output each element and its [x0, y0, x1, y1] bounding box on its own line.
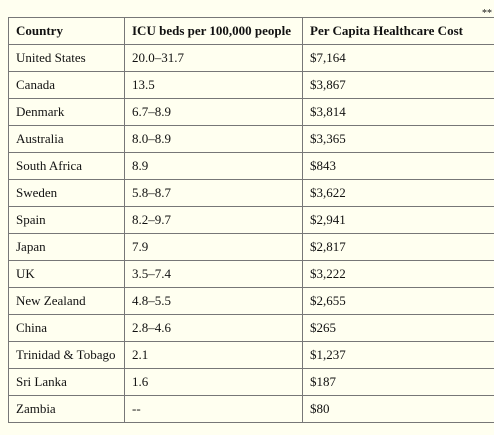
header-healthcare-cost-label: Per Capita Healthcare Cost [310, 23, 463, 38]
cell-icu-beds: 1.6 [125, 369, 303, 396]
footnote-marker: ** [482, 8, 492, 19]
table-row: Trinidad & Tobago 2.1 $1,237 [9, 342, 494, 369]
cell-country: Trinidad & Tobago [9, 342, 125, 369]
cell-country: United States [9, 45, 125, 72]
table-header-row: Country ICU beds per 100,000 people Per … [9, 9, 494, 45]
cell-healthcare-cost: $80 [303, 396, 494, 423]
table-row: Spain 8.2–9.7 $2,941 [9, 207, 494, 234]
cell-healthcare-cost: $3,622 [303, 180, 494, 207]
healthcare-table: Country ICU beds per 100,000 people Per … [8, 9, 494, 423]
cell-healthcare-cost: $3,222 [303, 261, 494, 288]
cell-country: Canada [9, 72, 125, 99]
cell-healthcare-cost: $3,365 [303, 126, 494, 153]
cell-country: Sweden [9, 180, 125, 207]
cell-country: Australia [9, 126, 125, 153]
table-row: Japan 7.9 $2,817 [9, 234, 494, 261]
cell-icu-beds: 8.2–9.7 [125, 207, 303, 234]
cell-country: UK [9, 261, 125, 288]
header-healthcare-cost: Per Capita Healthcare Cost ** [303, 9, 494, 45]
cell-country: Spain [9, 207, 125, 234]
cell-healthcare-cost: $2,941 [303, 207, 494, 234]
cell-healthcare-cost: $2,655 [303, 288, 494, 315]
table-row: Denmark 6.7–8.9 $3,814 [9, 99, 494, 126]
cell-healthcare-cost: $1,237 [303, 342, 494, 369]
table-row: Australia 8.0–8.9 $3,365 [9, 126, 494, 153]
cell-icu-beds: 13.5 [125, 72, 303, 99]
cell-icu-beds: -- [125, 396, 303, 423]
cell-icu-beds: 6.7–8.9 [125, 99, 303, 126]
table-row: United States 20.0–31.7 $7,164 [9, 45, 494, 72]
cell-icu-beds: 8.0–8.9 [125, 126, 303, 153]
cell-icu-beds: 7.9 [125, 234, 303, 261]
cell-icu-beds: 4.8–5.5 [125, 288, 303, 315]
cell-healthcare-cost: $3,814 [303, 99, 494, 126]
table-row: China 2.8–4.6 $265 [9, 315, 494, 342]
table-row: UK 3.5–7.4 $3,222 [9, 261, 494, 288]
cell-country: Denmark [9, 99, 125, 126]
table-row: New Zealand 4.8–5.5 $2,655 [9, 288, 494, 315]
table-row: Sweden 5.8–8.7 $3,622 [9, 180, 494, 207]
table-row: Sri Lanka 1.6 $187 [9, 369, 494, 396]
cell-country: Japan [9, 234, 125, 261]
cell-healthcare-cost: $2,817 [303, 234, 494, 261]
cell-country: Zambia [9, 396, 125, 423]
table-container: Country ICU beds per 100,000 people Per … [8, 9, 494, 427]
cell-icu-beds: 20.0–31.7 [125, 45, 303, 72]
table-row: Canada 13.5 $3,867 [9, 72, 494, 99]
cell-healthcare-cost: $3,867 [303, 72, 494, 99]
cell-healthcare-cost: $187 [303, 369, 494, 396]
cell-icu-beds: 5.8–8.7 [125, 180, 303, 207]
header-country: Country [9, 18, 125, 45]
cell-country: China [9, 315, 125, 342]
cell-icu-beds: 2.8–4.6 [125, 315, 303, 342]
cell-country: Sri Lanka [9, 369, 125, 396]
cell-healthcare-cost: $843 [303, 153, 494, 180]
cell-healthcare-cost: $7,164 [303, 45, 494, 72]
table-row: Zambia -- $80 [9, 396, 494, 423]
cell-icu-beds: 8.9 [125, 153, 303, 180]
cell-icu-beds: 2.1 [125, 342, 303, 369]
cell-country: South Africa [9, 153, 125, 180]
cell-country: New Zealand [9, 288, 125, 315]
cell-healthcare-cost: $265 [303, 315, 494, 342]
cell-icu-beds: 3.5–7.4 [125, 261, 303, 288]
table-row: South Africa 8.9 $843 [9, 153, 494, 180]
header-icu-beds: ICU beds per 100,000 people [125, 18, 303, 45]
